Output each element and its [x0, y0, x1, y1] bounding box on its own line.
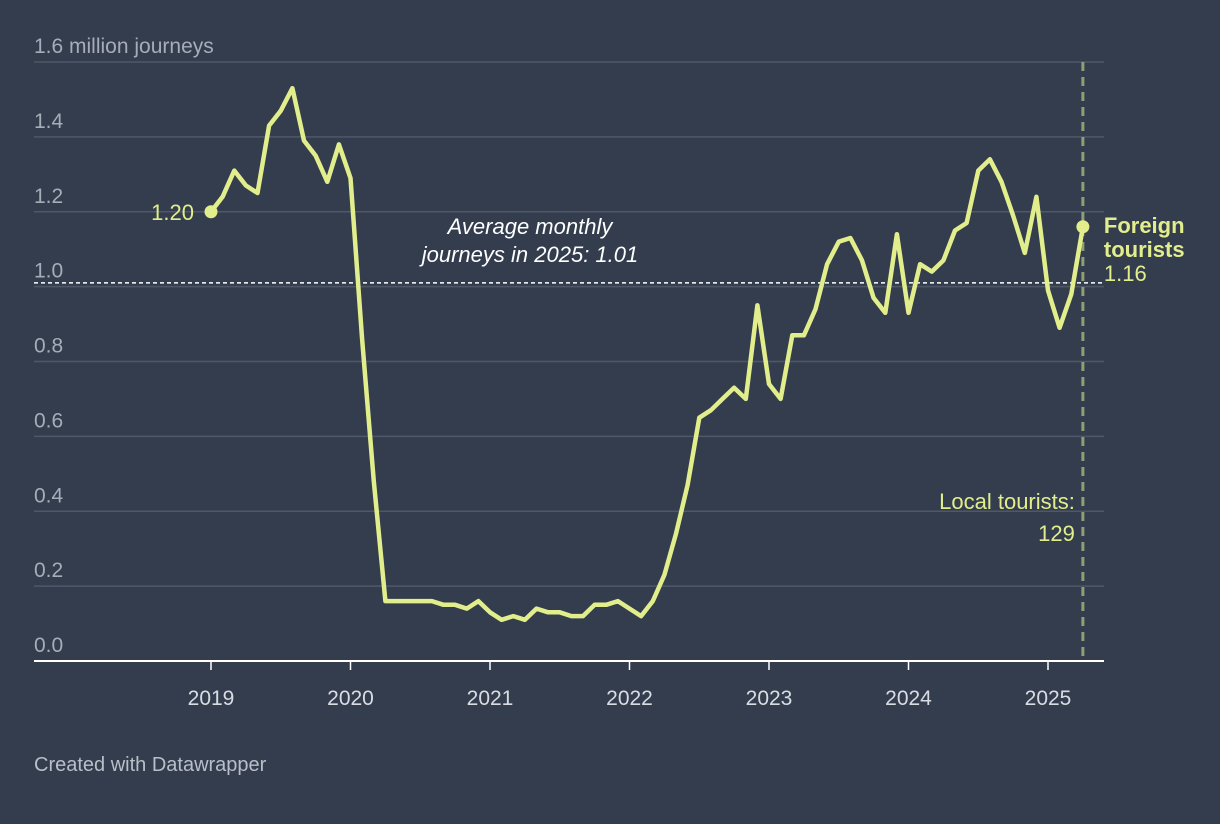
y-tick-label: 0.8: [34, 335, 63, 358]
x-tick-label: 2022: [606, 687, 653, 710]
average-reference: Average monthly journeys in 2025: 1.01: [34, 214, 1104, 284]
x-tick-label: 2025: [1025, 687, 1072, 710]
y-tick-label: 1.6 million journeys: [34, 35, 214, 58]
y-tick-label: 1.0: [34, 260, 63, 283]
series-label-line2: tourists: [1104, 237, 1185, 262]
credit-text: Created with Datawrapper: [34, 754, 267, 776]
end-value-label: 1.16: [1104, 261, 1147, 286]
y-tick-label: 0.2: [34, 559, 63, 582]
y-tick-label: 1.4: [34, 110, 64, 133]
x-tick-label: 2023: [746, 687, 793, 710]
x-tick-label: 2019: [188, 687, 235, 710]
local-tourists-label: Local tourists:: [939, 489, 1075, 514]
y-tick-label: 0.4: [34, 484, 64, 507]
series-line-foreign-tourists: [208, 85, 1086, 623]
x-tick-label: 2020: [327, 687, 374, 710]
start-value-label: 1.20: [151, 200, 194, 225]
x-axis: 2019 2020 2021 2022 2023 2024 2025: [34, 660, 1104, 710]
y-tick-label: 0.6: [34, 409, 63, 432]
start-point-dot: [204, 205, 218, 219]
y-tick-label: 1.2: [34, 185, 63, 208]
y-axis-tick-labels: 1.6 million journeys 1.4 1.2 1.0 0.8 0.6 0.4 0.…: [34, 35, 214, 657]
average-label-line1: Average monthly: [446, 214, 615, 239]
x-tick-label: 2024: [885, 687, 932, 710]
end-point-dot: [1076, 220, 1090, 234]
y-tick-label: 0.0: [34, 634, 63, 657]
local-tourists-value: 129: [1038, 521, 1075, 546]
series-label-line1: Foreign: [1104, 213, 1185, 238]
average-label-line2: journeys in 2025: 1.01: [419, 242, 639, 267]
series-foreign-tourists: [204, 85, 1090, 623]
x-tick-label: 2021: [467, 687, 514, 710]
